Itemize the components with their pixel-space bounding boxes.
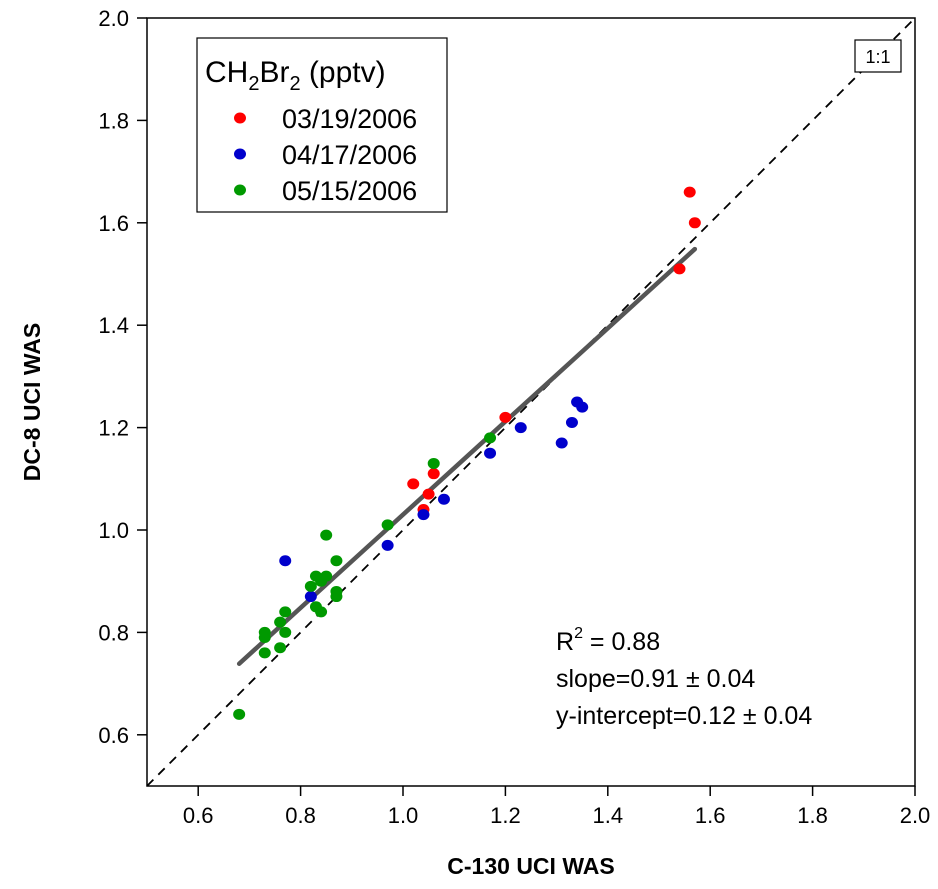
data-point [514, 422, 527, 434]
slope-text: slope=0.91 ± 0.04 [556, 665, 755, 693]
series-3-points [233, 432, 497, 720]
fit-line [236, 246, 698, 666]
y-axis-ticks: 0.6 0.8 1.0 1.2 1.4 1.6 1.8 2.0 [98, 6, 147, 748]
x-tick-label: 2.0 [900, 803, 931, 828]
data-point [417, 509, 430, 521]
x-axis-ticks: 0.6 0.8 1.0 1.2 1.4 1.6 1.8 2.0 [183, 786, 930, 828]
data-point [279, 626, 292, 638]
plot-frame [146, 17, 916, 787]
x-tick-label: 1.2 [490, 803, 521, 828]
legend: CH2Br2 (pptv) 03/19/2006 04/17/2006 05/1… [196, 37, 448, 213]
x-tick-label: 1.0 [388, 803, 419, 828]
data-point [330, 591, 343, 603]
data-point [407, 478, 420, 490]
y-tick-label: 1.4 [98, 313, 129, 338]
y-axis-title: DC-8 UCI WAS [19, 323, 45, 481]
data-point [304, 580, 317, 592]
x-tick-label: 0.6 [183, 803, 214, 828]
data-point [427, 468, 440, 480]
y-tick-label: 0.6 [98, 723, 129, 748]
data-point [258, 647, 271, 659]
legend-marker-series-2 [234, 148, 246, 160]
y-tick-label: 1.2 [98, 416, 129, 441]
data-point [437, 493, 450, 505]
r-squared-text: R2 = 0.88 [556, 625, 660, 656]
data-point [330, 555, 343, 567]
data-point [320, 570, 333, 582]
data-point [576, 401, 589, 413]
x-tick-label: 1.6 [695, 803, 726, 828]
data-point [688, 217, 701, 229]
one-to-one-text: 1:1 [865, 47, 890, 67]
data-point [258, 626, 271, 638]
data-point [565, 416, 578, 428]
data-point [484, 432, 497, 444]
data-point [274, 642, 287, 654]
y-tick-label: 0.8 [98, 620, 129, 645]
one-to-one-box [854, 39, 902, 73]
legend-title: CH2Br2 (pptv) [205, 56, 386, 95]
intercept-text: y-intercept=0.12 ± 0.04 [556, 702, 812, 730]
fit-statistics: R2 = 0.88 slope=0.91 ± 0.04 y-intercept=… [556, 625, 812, 730]
series-1-points [407, 186, 701, 516]
data-point [381, 519, 394, 531]
one-to-one-label: 1:1 [854, 39, 902, 73]
data-point [381, 539, 394, 551]
legend-marker-series-1 [234, 112, 246, 124]
data-points [233, 186, 701, 720]
legend-label-series-2: 04/17/2006 [282, 140, 417, 170]
legend-marker-series-3 [234, 184, 246, 196]
data-point [427, 457, 440, 469]
x-tick-label: 1.4 [593, 803, 624, 828]
data-point [499, 411, 512, 423]
one-to-one-dashed-line [146, 17, 916, 787]
data-point [673, 263, 686, 275]
data-point [233, 708, 246, 720]
regression-line [236, 246, 698, 666]
data-point [320, 529, 333, 541]
y-tick-label: 1.0 [98, 518, 129, 543]
data-point [279, 606, 292, 618]
x-tick-label: 0.8 [285, 803, 316, 828]
series-2-points [279, 396, 589, 603]
legend-label-series-3: 05/15/2006 [282, 176, 417, 206]
y-tick-label: 1.6 [98, 211, 129, 236]
data-point [279, 555, 292, 567]
data-point [484, 447, 497, 459]
legend-box [196, 37, 448, 213]
legend-label-series-1: 03/19/2006 [282, 104, 417, 134]
x-tick-label: 1.8 [797, 803, 828, 828]
data-point [683, 186, 696, 198]
y-tick-label: 2.0 [98, 6, 129, 31]
data-point [422, 488, 435, 500]
data-point [315, 606, 328, 618]
one-to-one-line [146, 17, 916, 787]
x-axis-title: C-130 UCI WAS [447, 853, 614, 879]
data-point [555, 437, 568, 449]
data-point [274, 616, 287, 628]
y-tick-label: 1.8 [98, 108, 129, 133]
data-point [304, 591, 317, 603]
